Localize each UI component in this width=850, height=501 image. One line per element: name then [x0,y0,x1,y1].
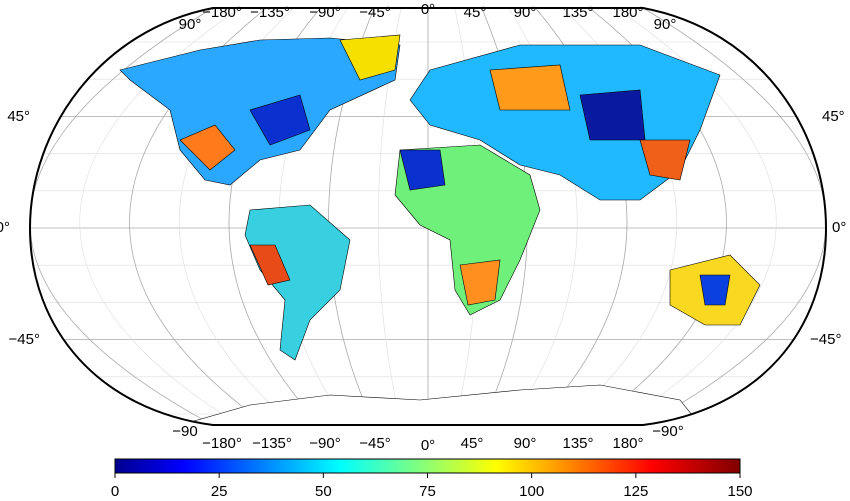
colorbar-tick-label: 75 [419,483,436,500]
bottom-lon-label: 135° [562,435,593,452]
africa-patch [399,149,446,191]
eurasia-patch [489,64,571,111]
top-lon-label: 45° [464,4,487,21]
south-america-patch [249,244,291,286]
top-lon-label: 180° [612,4,643,21]
right-lat-label: 0° [832,219,846,236]
bottom-lon-label: 0° [421,437,435,454]
globe-outline [28,7,828,426]
north-america-patch [179,124,236,171]
top-lon-label: 0° [421,1,435,18]
colorbar-tick-label: 100 [519,483,544,500]
top-lon-label: 135° [562,4,593,21]
top-lon-label: 90° [654,16,677,33]
land [119,34,761,425]
bottom-lon-label: 180° [612,435,643,452]
colorbar-tick-label: 25 [211,483,228,500]
colorbar-tick-label: 150 [727,483,752,500]
top-lon-label: −45° [359,4,390,21]
eurasia-patch [579,89,646,141]
left-lat-label: −45° [9,331,40,348]
bottom-lon-label: 45° [461,435,484,452]
colorbar-tick-label: 125 [623,483,648,500]
bottom-lon-label: −180° [202,435,242,452]
right-lat-label: −45° [810,331,841,348]
eurasia [409,44,721,201]
greenland [339,34,401,81]
left-lat-label: 45° [7,108,30,125]
bottom-lon-label: −90 [172,423,197,440]
australia-patch [699,274,731,306]
colorbar [114,458,741,474]
colorbar-tick-label: 50 [315,483,332,500]
bottom-lon-label: −45° [359,435,390,452]
bottom-lon-label: 90° [514,435,537,452]
north-america-patch [249,94,311,146]
south-america [244,204,351,361]
bottom-lon-label: −90° [309,435,340,452]
bottom-lon-label: −135° [252,435,292,452]
top-lon-label: −135° [250,4,290,21]
top-lon-label: 90° [179,16,202,33]
top-lon-label: 90° [514,4,537,21]
bottom-lon-label: −90° [652,423,683,440]
right-lat-label: 45° [822,108,845,125]
africa [394,144,541,316]
africa-patch [459,259,501,306]
colorbar-tick-label: 0 [111,483,119,500]
top-lon-label: −180° [202,4,242,21]
left-lat-label: 0° [0,219,10,236]
eurasia-patch [639,139,691,181]
top-lon-label: −90° [309,4,340,21]
